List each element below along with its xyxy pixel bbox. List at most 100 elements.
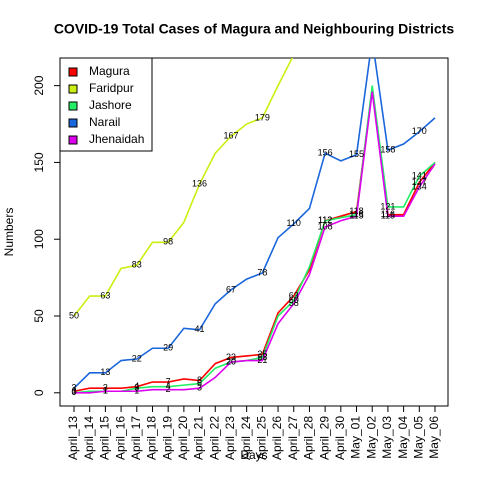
point-label: 115: [349, 211, 363, 221]
legend-label: Jhenaidah: [89, 132, 144, 146]
point-label: 22: [132, 353, 142, 363]
point-label: 108: [318, 221, 333, 231]
x-tick-label: April_24: [239, 416, 253, 460]
point-label: 29: [163, 343, 173, 353]
x-tick-label: April_14: [82, 416, 96, 460]
x-tick-label: April_16: [113, 416, 127, 460]
legend-swatch: [68, 135, 78, 145]
x-tick-label: April_20: [176, 416, 190, 460]
x-tick-label: May_03: [380, 416, 394, 459]
x-tick-label: April_25: [255, 416, 269, 460]
x-tick-label: April_15: [98, 416, 112, 460]
point-label: 0: [71, 387, 76, 397]
point-label: 1: [103, 386, 108, 396]
point-label: 155: [349, 149, 364, 159]
point-label: 20: [226, 356, 236, 366]
x-tick-label: April_19: [160, 416, 174, 460]
point-label: 8: [197, 375, 202, 385]
point-label: 4: [134, 381, 139, 391]
x-tick-label: April_30: [333, 416, 347, 460]
point-label: 156: [318, 148, 333, 158]
point-label: 4: [166, 381, 171, 391]
point-label: 134: [412, 181, 427, 191]
point-label: 23: [226, 352, 236, 362]
x-tick-label: May_04: [396, 416, 410, 459]
x-axis-label: Days: [240, 448, 267, 462]
point-label: 112: [318, 215, 332, 225]
point-label: 0: [71, 387, 76, 397]
point-label: 50: [69, 310, 79, 320]
point-label: 250: [318, 3, 333, 13]
point-label: 98: [163, 237, 173, 247]
point-label: 7: [166, 376, 171, 386]
legend-label: Jashore: [89, 98, 132, 112]
point-label: 60: [289, 295, 299, 305]
point-label: 115: [381, 211, 395, 221]
lines: [73, 58, 436, 394]
point-label: 112: [318, 215, 332, 225]
x-tick-label: May_01: [349, 416, 363, 459]
point-label: 23: [257, 352, 267, 362]
x-tick-label: April_17: [129, 416, 143, 460]
legend-swatch: [68, 67, 78, 77]
x-tick-label: April_18: [145, 416, 159, 460]
point-label: 158: [380, 145, 395, 155]
point-label: 2: [166, 384, 171, 394]
point-label: 67: [226, 284, 236, 294]
point-label: 3: [71, 383, 76, 393]
x-tick-label: May_02: [364, 416, 378, 459]
x-tick-label: April_13: [66, 416, 80, 460]
y-tick-label: 50: [32, 309, 46, 323]
x-tick-label: April_27: [286, 416, 300, 460]
point-label: 136: [192, 178, 207, 188]
legend-label: Magura: [89, 64, 130, 78]
point-label: 110: [287, 218, 301, 228]
point-label: 137: [412, 177, 427, 187]
legend-label: Narail: [89, 115, 120, 129]
point-label: 83: [132, 260, 142, 270]
point-label: 118: [349, 206, 363, 216]
series-line: [73, 58, 294, 317]
point-label: 13: [100, 367, 110, 377]
legend-label: Faridpur: [89, 81, 134, 95]
point-label: 1: [134, 386, 139, 396]
x-tick-label: April_26: [270, 416, 284, 460]
point-label: 116: [381, 209, 395, 219]
point-label: 121: [380, 201, 395, 211]
legend-swatch: [68, 84, 78, 94]
y-tick-label: 200: [32, 75, 46, 95]
legend-swatch: [68, 118, 78, 128]
point-label: 1: [103, 386, 108, 396]
point-label: 78: [257, 267, 267, 277]
y-tick-label: 100: [32, 229, 46, 249]
x-tick-label: April_29: [317, 416, 331, 460]
point-label: 21: [257, 355, 267, 365]
series-line: [73, 85, 436, 394]
x-tick-label: April_21: [192, 416, 206, 460]
point-label: 170: [412, 126, 427, 136]
x-tick-label: April_23: [223, 416, 237, 460]
point-label: 167: [223, 131, 238, 141]
point-label: 220: [286, 49, 301, 59]
x-tick-label: May_06: [427, 416, 441, 459]
y-tick-label: 0: [32, 389, 46, 396]
y-tick-label: 150: [32, 152, 46, 172]
series-line: [74, 91, 436, 394]
chart-title: COVID-19 Total Cases of Magura and Neigh…: [54, 21, 455, 37]
point-label: 63: [289, 290, 299, 300]
plot-frame: [59, 57, 449, 407]
point-label: 1: [71, 386, 76, 396]
series-line: [73, 58, 436, 389]
point-label: 6: [197, 378, 202, 388]
point-label: 116: [349, 209, 363, 219]
point-label: 58: [289, 298, 299, 308]
point-label: 3: [134, 383, 139, 393]
point-label: 141: [412, 171, 427, 181]
point-label: 3: [103, 383, 108, 393]
point-label: 179: [255, 112, 270, 122]
x-tick-label: April_28: [302, 416, 316, 460]
point-label: 25: [257, 349, 267, 359]
point-label: 63: [100, 290, 110, 300]
